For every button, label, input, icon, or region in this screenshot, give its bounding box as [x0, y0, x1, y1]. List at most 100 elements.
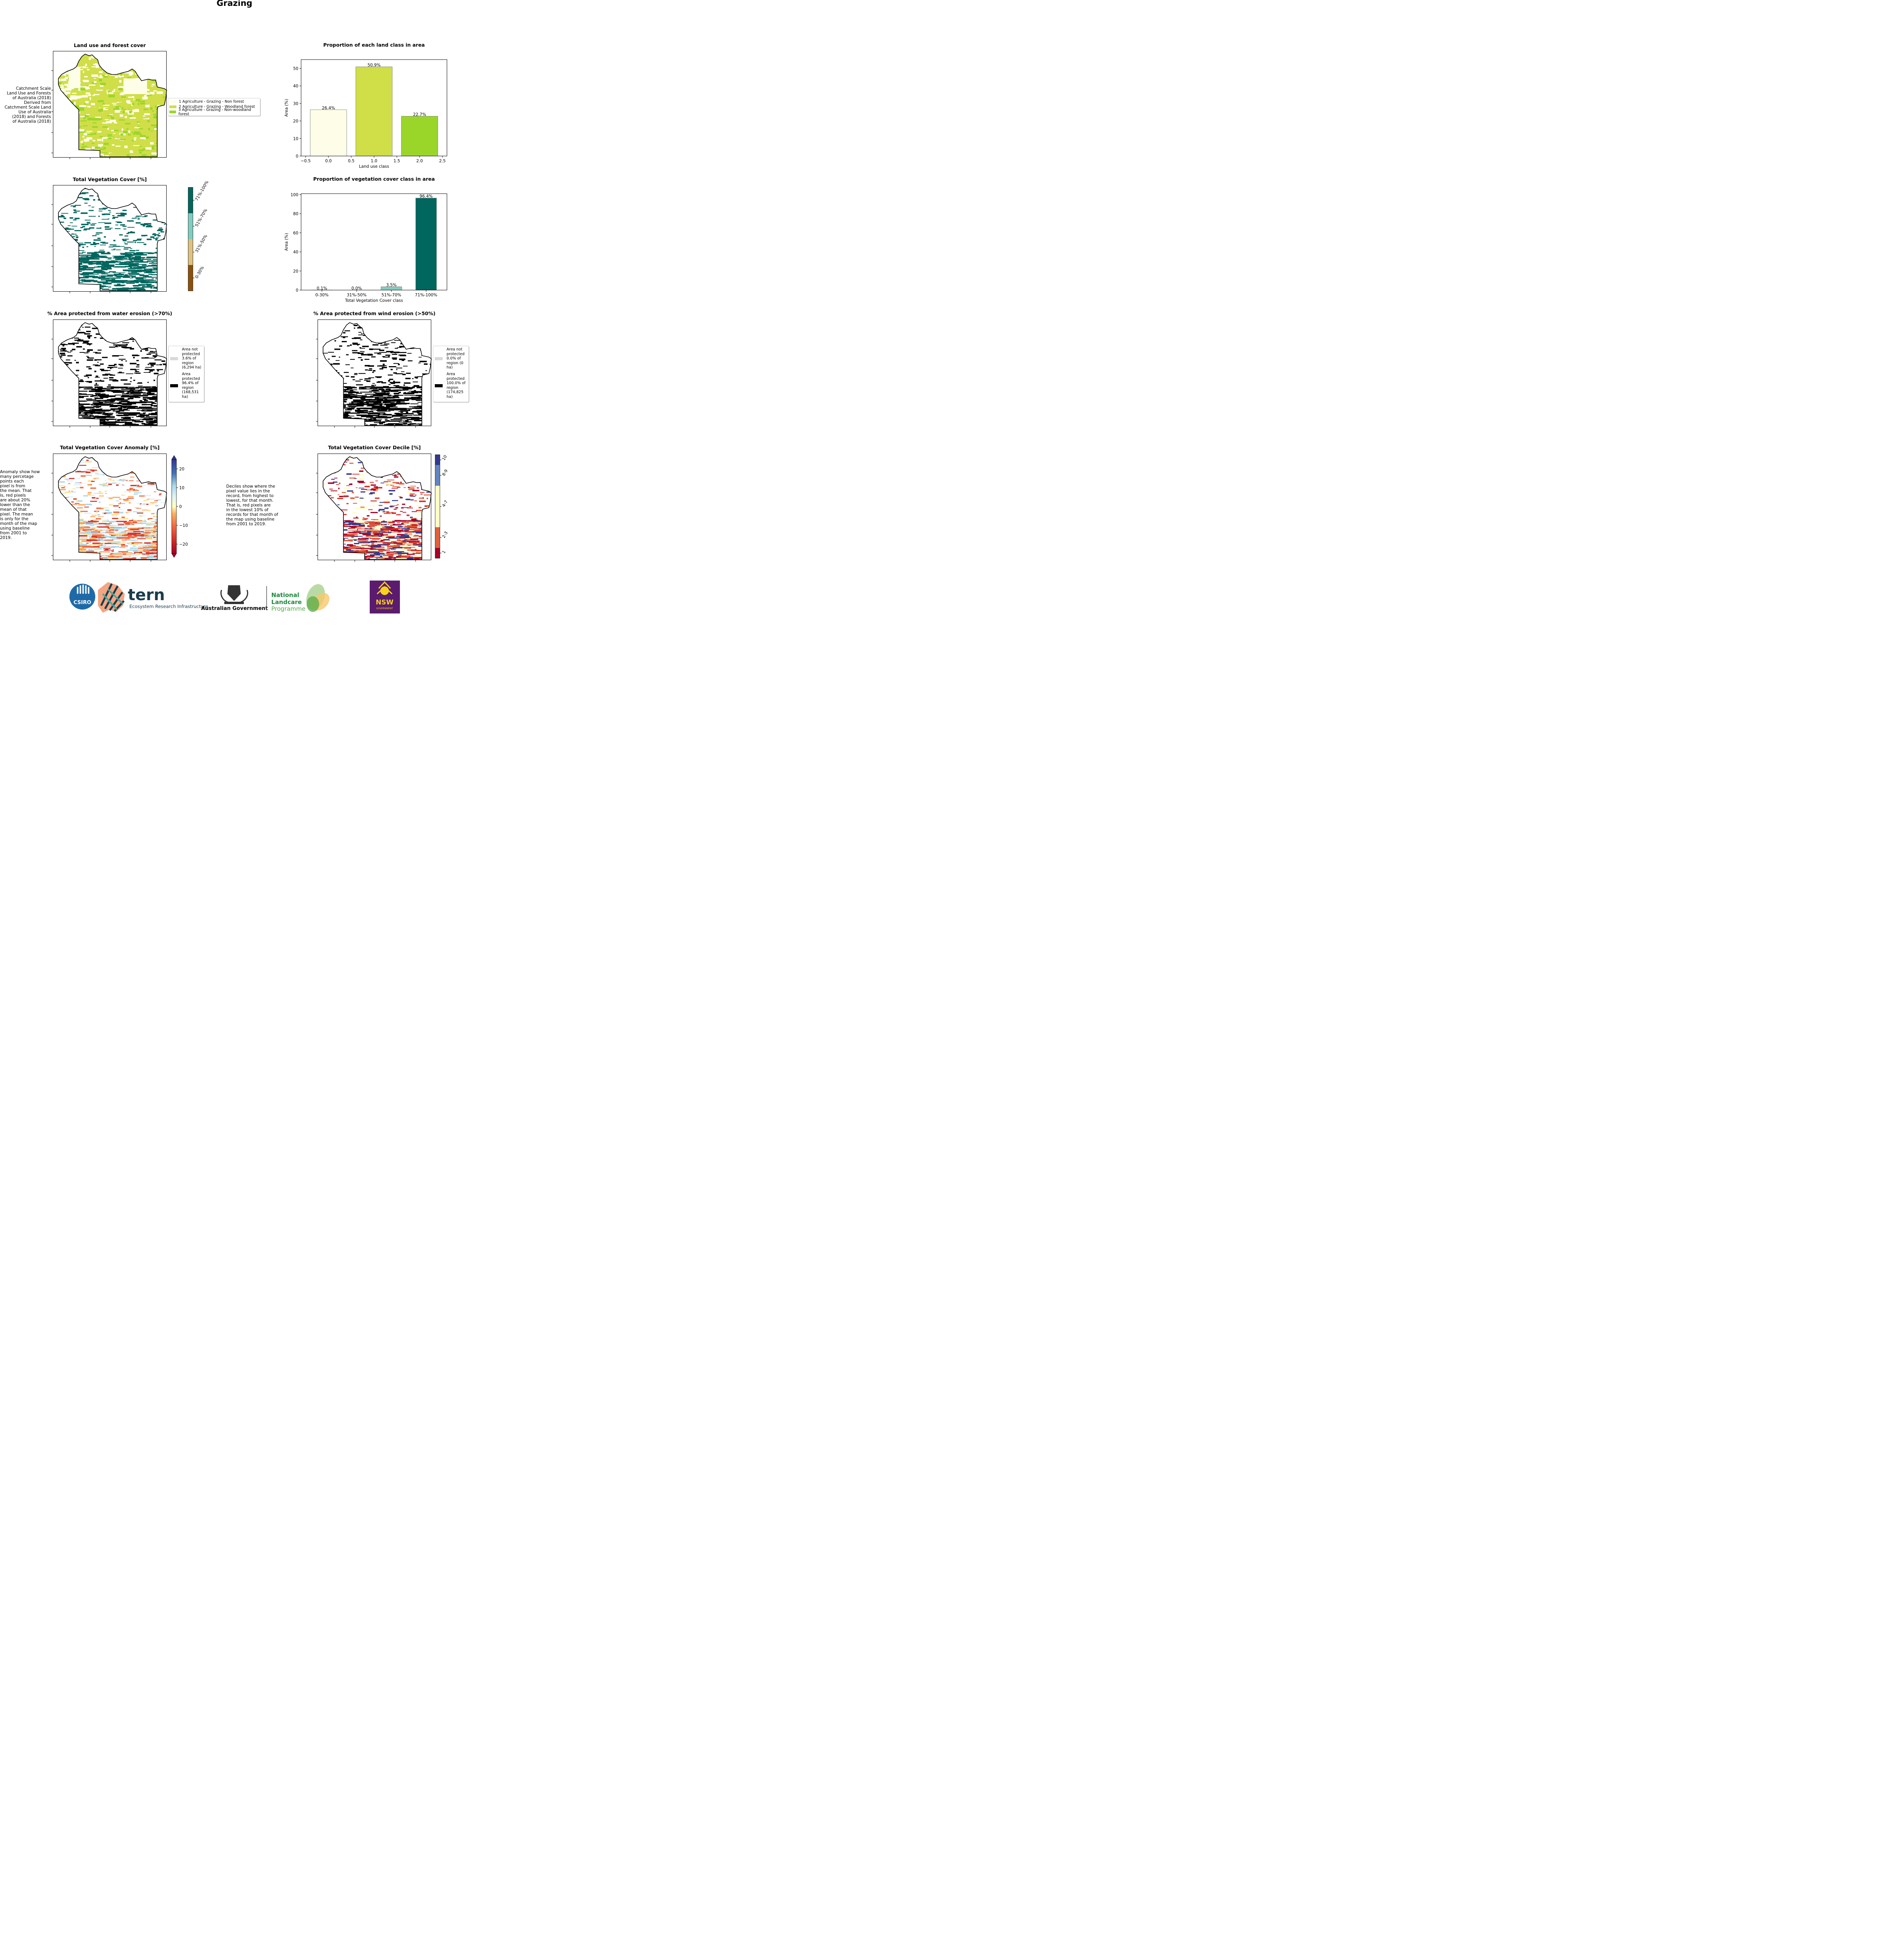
map-pixel	[82, 119, 86, 121]
map-pixel	[95, 352, 101, 354]
map-pixel	[417, 410, 423, 412]
map-pixel	[110, 408, 123, 410]
map-pixel	[92, 467, 99, 468]
map-pixel	[78, 417, 83, 419]
map-pixel	[118, 100, 122, 102]
map-pixel	[84, 132, 90, 136]
map-pixel	[147, 394, 160, 396]
map-pixel	[94, 258, 100, 260]
map-pixel	[104, 143, 109, 145]
map-pixel	[384, 408, 390, 409]
map-pixel	[89, 258, 97, 260]
y-tick-label: 60	[293, 231, 298, 236]
map-pixel	[97, 113, 100, 115]
map-pixel	[80, 486, 84, 488]
map-pixel	[102, 90, 108, 91]
y-axis-label: Area (%)	[284, 99, 289, 117]
legend-label: Area not protected 0.0% of region (0 ha)	[447, 347, 465, 370]
map-pixel	[123, 527, 127, 528]
map-pixel	[130, 392, 143, 394]
map-pixel	[61, 215, 64, 216]
map-pixel	[133, 489, 135, 490]
map-pixel	[85, 461, 92, 463]
map-pixel	[107, 136, 114, 138]
map-pixel	[148, 423, 154, 425]
map-pixel	[86, 543, 89, 544]
map-pixel	[377, 399, 383, 401]
map-pixel	[117, 222, 122, 223]
map-pixel	[86, 394, 93, 395]
map-pixel	[96, 537, 106, 538]
map-pixel	[126, 553, 132, 555]
map-pixel	[69, 87, 74, 89]
map-pixel	[136, 282, 139, 283]
map-pixel	[64, 218, 66, 219]
map-pixel	[66, 479, 69, 481]
map-pixel	[143, 386, 151, 388]
map-pixel	[142, 275, 149, 276]
map-pixel	[415, 420, 428, 421]
map-pixel	[347, 345, 350, 347]
map-pixel	[403, 392, 406, 394]
page-title: Grazing	[216, 0, 252, 8]
map-pixel	[92, 130, 94, 132]
map-pixel	[152, 94, 158, 97]
map-pixel	[75, 539, 87, 541]
x-tick-label: −0.5	[301, 159, 311, 163]
map-pixel	[74, 105, 80, 108]
map-pixel	[110, 405, 115, 406]
map-pixel	[87, 388, 93, 389]
map-pixel	[149, 527, 153, 528]
map-pixel	[346, 503, 349, 505]
map-pixel	[94, 246, 96, 247]
map-pixel	[97, 422, 110, 423]
map-pixel	[96, 263, 100, 265]
map-pixel	[94, 252, 105, 253]
map-pixel	[392, 396, 399, 397]
map-pixel	[140, 504, 147, 505]
map-pixel	[104, 236, 106, 238]
map-pixel	[354, 478, 357, 479]
map-frame	[53, 454, 167, 560]
map-pixel	[386, 421, 400, 422]
x-tick-label: 1.5	[394, 159, 400, 163]
map-pixel	[145, 350, 149, 351]
map-pixel	[151, 112, 155, 113]
map-pixel	[375, 397, 379, 399]
map-pixel	[86, 137, 93, 140]
map-pixel	[116, 537, 129, 539]
map-pixel	[70, 95, 76, 98]
map-pixel	[94, 536, 102, 537]
map-pixel	[159, 490, 167, 492]
map-pixel	[84, 139, 89, 142]
map-pixel	[105, 119, 111, 120]
map-pixel	[402, 374, 406, 376]
map-pixel	[91, 540, 105, 542]
x-tick-label: 51%-70%	[381, 293, 401, 298]
map-pixel	[354, 327, 355, 329]
map-pixel	[83, 348, 85, 350]
map-pixel	[91, 255, 100, 256]
map-pixel	[357, 327, 363, 328]
map-pixel	[137, 538, 146, 539]
map-pixel	[112, 288, 115, 289]
map-pixel	[118, 524, 124, 525]
map-pixel	[148, 413, 156, 415]
map-pixel	[155, 239, 158, 241]
map-pixel	[94, 147, 100, 149]
map-pixel	[64, 73, 66, 76]
map-pixel	[112, 538, 120, 540]
map-pixel	[82, 529, 94, 530]
map-pixel	[143, 426, 149, 428]
map-pixel	[83, 341, 89, 343]
map-pixel	[138, 123, 140, 124]
map-pixel	[166, 67, 167, 69]
map-pixel	[140, 281, 148, 283]
map-pixel	[92, 519, 97, 521]
map-pixel	[74, 375, 78, 376]
map-pixel	[136, 140, 140, 142]
map-pixel	[86, 267, 95, 269]
map-pixel	[102, 219, 109, 220]
map-pixel	[130, 122, 134, 125]
map-pixel	[82, 192, 89, 194]
